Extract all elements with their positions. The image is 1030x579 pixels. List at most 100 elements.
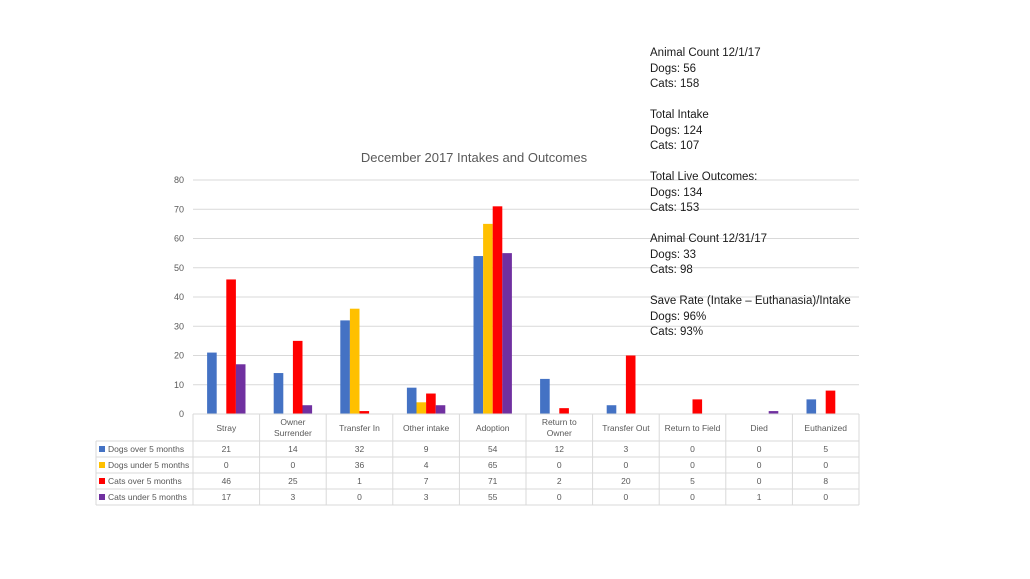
y-tick-label: 0 (179, 409, 184, 419)
bar (692, 399, 703, 414)
data-label: 9 (424, 444, 429, 454)
data-label: 0 (624, 460, 629, 470)
bar (406, 387, 417, 414)
bar (340, 320, 350, 414)
data-label: 55 (488, 492, 498, 502)
data-label: 71 (488, 476, 498, 486)
data-label: 17 (222, 492, 232, 502)
count-start-cats: Cats: 158 (650, 78, 700, 90)
save-rate-cats: Cats: 93% (650, 326, 704, 338)
category-label: Return to Field (665, 423, 721, 433)
data-label: 0 (291, 460, 296, 470)
data-label: 0 (690, 492, 695, 502)
category-label: Euthanized (804, 423, 847, 433)
intake-title: Total Intake (650, 109, 709, 121)
data-label: 1 (357, 476, 362, 486)
spacer (650, 155, 950, 171)
legend-key (99, 478, 105, 484)
bar (606, 405, 617, 414)
count-end-dogs: Dogs: 33 (650, 248, 697, 261)
bar (483, 223, 493, 414)
y-tick-label: 50 (174, 263, 184, 273)
live-outcomes-cats: Cats: 153 (650, 202, 700, 214)
legend-key (99, 494, 105, 500)
legend-key (99, 446, 105, 452)
y-tick-label: 60 (174, 234, 184, 244)
summary-notes: Animal Count 12/1/17 Dogs: 56 Cats: 158 … (650, 46, 950, 341)
category-label: Died (750, 423, 768, 433)
bar (273, 373, 284, 414)
data-label: 36 (355, 460, 365, 470)
data-label: 0 (690, 444, 695, 454)
data-label: 0 (224, 460, 229, 470)
count-start-title: Animal Count 12/1/17 (650, 47, 761, 59)
legend-key (99, 462, 105, 468)
data-label: 0 (757, 476, 762, 486)
category-label: Return to (542, 417, 577, 427)
data-label: 3 (424, 492, 429, 502)
count-start-dogs: Dogs: 56 (650, 62, 697, 75)
category-label: Transfer Out (602, 423, 650, 433)
data-label: 5 (690, 476, 695, 486)
category-label: Transfer In (339, 423, 380, 433)
bar (559, 408, 569, 414)
bar (768, 411, 779, 414)
data-label: 20 (621, 476, 631, 486)
y-tick-label: 30 (174, 321, 184, 331)
data-label: 0 (823, 492, 828, 502)
data-label: 54 (488, 444, 498, 454)
data-label: 0 (624, 492, 629, 502)
data-label: 4 (424, 460, 429, 470)
bar (349, 308, 360, 414)
bar (292, 340, 303, 414)
legend-label: Dogs under 5 months (108, 460, 189, 470)
data-label: 5 (823, 444, 828, 454)
chart-title: December 2017 Intakes and Outcomes (361, 150, 588, 165)
data-label: 0 (690, 460, 695, 470)
spacer (650, 93, 950, 109)
count-end-title: Animal Count 12/31/17 (650, 233, 767, 245)
y-tick-label: 70 (174, 204, 184, 214)
data-label: 25 (288, 476, 298, 486)
bar (235, 364, 246, 414)
category-label: Owner (547, 428, 572, 438)
data-label: 21 (222, 444, 232, 454)
y-tick-label: 80 (174, 175, 184, 185)
data-label: 0 (757, 460, 762, 470)
bar (806, 399, 817, 414)
data-label: 0 (757, 444, 762, 454)
count-end-cats: Cats: 98 (650, 264, 693, 276)
data-label: 8 (823, 476, 828, 486)
data-label: 0 (557, 492, 562, 502)
data-label: 1 (757, 492, 762, 502)
bar (226, 279, 236, 414)
bar (302, 405, 313, 414)
category-label: Stray (216, 423, 237, 433)
legend-label: Cats over 5 months (108, 476, 182, 486)
intake-cats: Cats: 107 (650, 140, 700, 152)
bar (416, 402, 427, 414)
save-rate-dogs: Dogs: 96% (650, 310, 707, 323)
bar (473, 256, 484, 414)
category-label: Surrender (274, 428, 312, 438)
bar (825, 390, 836, 414)
data-label: 46 (222, 476, 232, 486)
data-label: 32 (355, 444, 365, 454)
intake-dogs: Dogs: 124 (650, 124, 703, 137)
data-label: 3 (291, 492, 296, 502)
bar (435, 405, 446, 414)
data-label: 14 (288, 444, 298, 454)
bar (426, 393, 436, 414)
bar (540, 378, 550, 414)
spacer (650, 217, 950, 233)
bar (492, 206, 503, 414)
data-label: 0 (357, 492, 362, 502)
bar (502, 253, 512, 414)
data-label: 12 (555, 444, 565, 454)
save-rate-title: Save Rate (Intake – Euthanasia)/Intake (650, 295, 851, 307)
data-label: 65 (488, 460, 498, 470)
data-label: 2 (557, 476, 562, 486)
spacer (650, 279, 950, 295)
bar (359, 411, 370, 414)
